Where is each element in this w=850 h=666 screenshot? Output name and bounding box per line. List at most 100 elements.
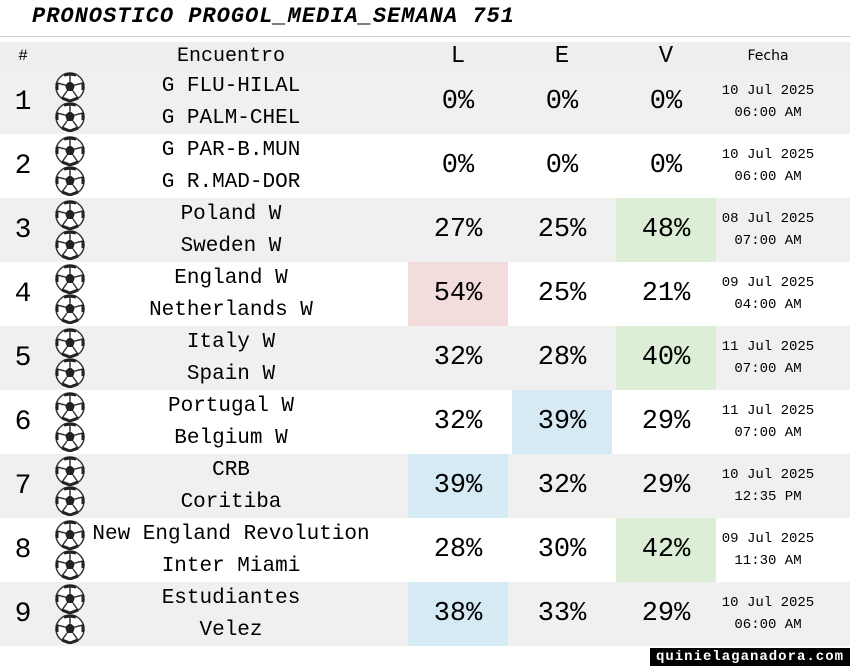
team-icon (55, 294, 85, 325)
probability: 29% (641, 599, 691, 629)
ball (55, 136, 85, 167)
ball (55, 520, 85, 551)
home-team: Italy W (186, 330, 276, 354)
team-icon (55, 72, 85, 103)
match-date: 08 Jul 2025 (721, 211, 815, 227)
away-team: G PALM-CHEL (161, 106, 301, 130)
team-icon (55, 136, 85, 167)
probability: 25% (537, 215, 587, 245)
divider (0, 36, 850, 37)
highlight-cell (616, 518, 716, 582)
column-header: V (658, 42, 674, 70)
ball (55, 584, 85, 615)
match-time: 07:00 AM (734, 361, 802, 377)
probability: 27% (433, 215, 483, 245)
match-time: 12:35 PM (734, 489, 802, 505)
match-date: 10 Jul 2025 (721, 595, 815, 611)
match-time: 07:00 AM (734, 233, 802, 249)
ball (55, 166, 85, 197)
probability: 32% (537, 471, 587, 501)
team-icon (55, 358, 85, 389)
probability: 0% (545, 151, 579, 181)
ball (55, 328, 85, 359)
row-number: 3 (14, 214, 32, 246)
ball (55, 550, 85, 581)
probability: 0% (545, 87, 579, 117)
probability: 32% (433, 407, 483, 437)
header-row (0, 42, 850, 70)
team-icon (55, 456, 85, 487)
team-icon (55, 328, 85, 359)
match-time: 06:00 AM (734, 105, 802, 121)
probability: 30% (537, 535, 587, 565)
away-team: Velez (199, 618, 263, 642)
probability: 38% (433, 599, 483, 629)
ball (55, 230, 85, 261)
home-team: Portugal W (167, 394, 295, 418)
probability: 40% (641, 343, 691, 373)
team-icon (55, 200, 85, 231)
row-background (0, 134, 850, 198)
home-team: England W (174, 266, 288, 290)
team-icon (55, 230, 85, 261)
home-team: Estudiantes (161, 586, 301, 610)
site-footer: quinielaganadora.com (649, 648, 850, 666)
probability: 33% (537, 599, 587, 629)
row-background (0, 390, 850, 454)
highlight-cell (616, 198, 716, 262)
away-team: Coritiba (180, 490, 282, 514)
team-icon (55, 614, 85, 645)
probability: 0% (441, 151, 475, 181)
ball (55, 486, 85, 517)
ball (55, 200, 85, 231)
ball (55, 422, 85, 453)
team-icon (55, 584, 85, 615)
match-time: 06:00 AM (734, 617, 802, 633)
away-team: Sweden W (180, 234, 282, 258)
row-number: 4 (14, 278, 32, 310)
probability: 29% (641, 407, 691, 437)
match-time: 11:30 AM (734, 553, 802, 569)
team-icon (55, 102, 85, 133)
ball (55, 72, 85, 103)
highlight-cell (408, 582, 508, 646)
row-number: 1 (14, 86, 32, 118)
team-icon (55, 520, 85, 551)
probability: 21% (641, 279, 691, 309)
row-number: 9 (14, 598, 32, 630)
ball (55, 392, 85, 423)
title: PRONOSTICO PROGOL_MEDIA_SEMANA 751 (32, 3, 515, 29)
highlight-cell (408, 454, 508, 518)
match-date: 09 Jul 2025 (721, 531, 815, 547)
row-number: 7 (14, 470, 32, 502)
ball (55, 456, 85, 487)
highlight-cell (512, 390, 612, 454)
away-team: Netherlands W (149, 298, 313, 322)
match-date: 09 Jul 2025 (721, 275, 815, 291)
probability: 48% (641, 215, 691, 245)
row-number: 2 (14, 150, 32, 182)
probability: 39% (537, 407, 587, 437)
probability: 39% (433, 471, 483, 501)
probability: 28% (433, 535, 483, 565)
match-date: 11 Jul 2025 (721, 403, 815, 419)
home-team: G PAR-B.MUN (161, 138, 301, 162)
match-date: 10 Jul 2025 (721, 147, 815, 163)
row-number: 6 (14, 406, 32, 438)
row-background (0, 70, 850, 134)
match-time: 06:00 AM (734, 169, 802, 185)
team-icon (55, 422, 85, 453)
highlight-cell (408, 262, 508, 326)
probability: 29% (641, 471, 691, 501)
home-team: G FLU-HILAL (161, 74, 301, 98)
away-team: G R.MAD-DOR (161, 170, 301, 194)
probability: 54% (433, 279, 483, 309)
home-team: Poland W (180, 202, 282, 226)
ball (55, 294, 85, 325)
ball (55, 614, 85, 645)
match-date: 10 Jul 2025 (721, 83, 815, 99)
probability: 0% (649, 151, 683, 181)
team-icon (55, 392, 85, 423)
probability: 32% (433, 343, 483, 373)
